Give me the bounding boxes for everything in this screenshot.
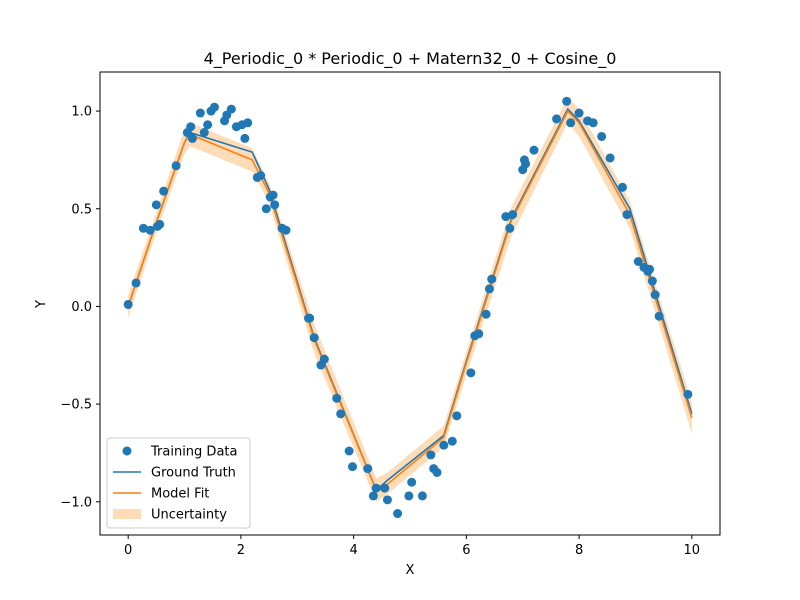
training-point (505, 223, 515, 233)
training-point (195, 108, 205, 118)
x-tick-label: 4 (349, 543, 357, 558)
training-point (348, 462, 358, 472)
training-point (368, 491, 378, 501)
y-tick-label: 1.0 (71, 105, 92, 120)
training-point (240, 133, 250, 143)
training-points-layer (123, 96, 693, 519)
training-point (501, 212, 511, 222)
training-point (474, 329, 484, 339)
training-point (155, 219, 165, 229)
training-point (605, 153, 615, 163)
training-point (466, 368, 476, 378)
training-point (650, 290, 660, 300)
y-tick-label: 0.5 (71, 202, 92, 217)
training-point (407, 477, 417, 487)
legend-marker-training-data (122, 446, 132, 456)
training-point (268, 190, 278, 200)
training-point (622, 210, 632, 220)
y-tick-label: −1.0 (60, 495, 92, 510)
training-point (203, 120, 213, 130)
training-point (481, 309, 491, 319)
training-point (597, 131, 607, 141)
training-point (552, 114, 562, 124)
training-point (159, 186, 169, 196)
training-point (617, 182, 627, 192)
training-point (393, 509, 403, 519)
training-point (261, 204, 271, 214)
training-point (521, 159, 531, 169)
training-point (645, 264, 655, 274)
training-point (138, 223, 148, 233)
training-point (447, 436, 457, 446)
training-point (654, 311, 664, 321)
x-tick-label: 8 (575, 543, 583, 558)
training-point (426, 450, 436, 460)
training-point (588, 118, 598, 128)
training-point (131, 278, 141, 288)
training-point (647, 276, 657, 286)
legend-label: Uncertainty (151, 508, 227, 523)
training-point (566, 118, 576, 128)
x-tick-label: 6 (462, 543, 470, 558)
y-axis-ticks: −1.0 −0.5 0.0 0.5 1.0 (60, 105, 100, 510)
training-point (270, 200, 280, 210)
legend-patch-uncertainty (113, 509, 141, 519)
training-point (171, 161, 181, 171)
training-point (344, 446, 354, 456)
training-point (417, 491, 427, 501)
legend: Training Data Ground Truth Model Fit Uncert… (106, 437, 251, 529)
training-point (336, 409, 346, 419)
training-point (309, 333, 319, 343)
training-point (151, 200, 161, 210)
training-point (633, 257, 643, 266)
legend-label: Model Fit (151, 487, 209, 502)
x-tick-label: 2 (237, 543, 245, 558)
training-point (439, 440, 449, 450)
training-point (380, 483, 390, 493)
training-point (186, 122, 196, 132)
training-point (574, 108, 584, 118)
training-point (305, 313, 315, 323)
y-tick-label: 0.0 (71, 300, 92, 315)
training-point (123, 299, 133, 309)
training-point (332, 393, 342, 403)
training-point (243, 118, 253, 128)
x-axis-label: X (406, 563, 415, 578)
training-point (432, 467, 442, 477)
training-point (145, 225, 155, 235)
training-point (209, 102, 219, 112)
training-point (484, 284, 494, 294)
legend-box (106, 437, 251, 529)
training-point (256, 171, 266, 181)
legend-label: Ground Truth (151, 466, 236, 481)
y-axis-label: Y (34, 300, 49, 309)
training-point (508, 210, 518, 220)
plot-frame (99, 71, 721, 536)
training-point (371, 483, 381, 493)
legend-label: Training Data (150, 445, 237, 460)
training-point (382, 495, 392, 505)
training-point (363, 464, 373, 474)
training-point (529, 145, 539, 155)
training-point (404, 491, 414, 501)
training-point (319, 354, 329, 364)
x-tick-label: 10 (684, 543, 701, 558)
training-point (683, 389, 693, 399)
training-point (187, 133, 197, 143)
training-point (487, 274, 497, 284)
x-tick-label: 0 (124, 543, 132, 558)
y-tick-label: −0.5 (60, 398, 92, 413)
training-point (226, 104, 236, 114)
training-point (281, 225, 291, 235)
training-point (199, 128, 209, 138)
training-point (452, 411, 462, 421)
chart-title: 4_Periodic_0 * Periodic_0 + Matern32_0 +… (204, 49, 617, 69)
x-axis-ticks: 0 2 4 6 8 10 (124, 535, 700, 558)
training-point (562, 96, 572, 106)
